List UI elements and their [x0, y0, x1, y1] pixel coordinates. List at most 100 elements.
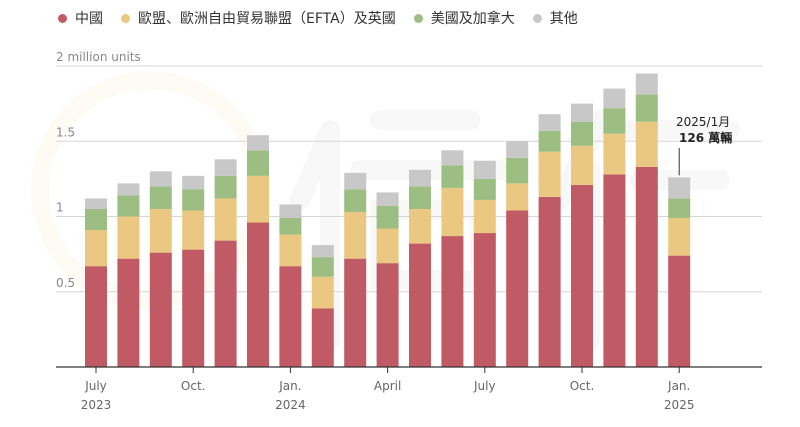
bar-segment: [635, 121, 658, 167]
legend-item: 其他: [532, 8, 578, 28]
bar-segment: [409, 243, 431, 367]
bar-segment: [538, 196, 561, 367]
bar-segment: [635, 94, 658, 122]
bar-segment: [409, 186, 431, 209]
bar-segment: [149, 208, 172, 253]
x-tick-year: 2024: [275, 398, 306, 412]
bar-segment: [85, 208, 107, 231]
bar-segment: [538, 151, 561, 197]
bar-segment: [85, 198, 107, 209]
bar-segment: [279, 204, 302, 219]
bar-segment: [506, 141, 529, 158]
legend-dot-icon: [532, 13, 542, 23]
bar-segment: [668, 255, 691, 367]
bar-segment: [603, 174, 626, 367]
y-tick-label: 2 million units: [56, 50, 141, 64]
bar-segment: [182, 175, 205, 190]
legend-dot-icon: [58, 13, 67, 23]
annotation-value: 126 萬輛: [679, 130, 732, 145]
legend-dot-icon: [121, 13, 130, 23]
bar-segment: [668, 218, 691, 256]
x-tick-label: Jan.: [278, 379, 301, 393]
bar-segment: [571, 103, 593, 122]
bar-segment: [182, 189, 205, 211]
bar-segment: [214, 175, 237, 199]
bar-segment: [603, 108, 626, 134]
bar-segment: [441, 187, 464, 237]
bar-segment: [182, 210, 205, 250]
bar-segment: [473, 160, 496, 179]
bar-segment: [441, 236, 464, 367]
bar-segment: [117, 216, 140, 259]
legend-label: 其他: [549, 11, 578, 27]
bar-segment: [149, 171, 172, 187]
y-tick-label: 0.5: [56, 276, 75, 290]
axes: July 2023 Oct. Jan. 2024 April July Oct. Jan. 202…: [56, 366, 762, 412]
bar-segment: [279, 234, 302, 267]
bar-segment: [668, 177, 691, 199]
bar-segment: [279, 266, 302, 367]
bar-segment: [214, 198, 237, 241]
bar-segment: [506, 157, 529, 184]
bar-segment: [117, 183, 140, 196]
bar-segment: [344, 211, 367, 259]
bar-segment: [376, 263, 399, 367]
bar-segment: [376, 228, 399, 264]
bar-segment: [279, 218, 302, 235]
bar-segment: [668, 198, 691, 219]
bar-segment: [247, 175, 269, 223]
x-tick-label: July: [473, 379, 496, 393]
y-tick-label: 1.5: [56, 125, 75, 139]
x-tick-label: July: [84, 379, 107, 393]
bar-segment: [247, 222, 269, 367]
bar-segment: [409, 208, 431, 244]
bar-segment: [473, 178, 496, 200]
bar-segment: [506, 183, 529, 211]
bar-segment: [344, 258, 367, 367]
bar-segment: [247, 135, 269, 151]
bar-segment: [214, 240, 237, 367]
bar-segment: [311, 276, 334, 309]
legend-label: 美國及加拿大: [430, 11, 515, 27]
legend-item: 歐盟、歐洲自由貿易聯盟（EFTA）及英國: [121, 8, 396, 28]
bar-segment: [85, 266, 107, 367]
legend-label: 中國: [75, 11, 103, 27]
bar-segment: [571, 121, 593, 146]
bar-segment: [473, 199, 496, 234]
bar-segment: [311, 257, 334, 277]
x-tick-label: Oct.: [570, 379, 595, 393]
bar-segment: [571, 145, 593, 185]
legend-dot-icon: [413, 13, 423, 23]
bar-segment: [247, 150, 269, 176]
bar-segment: [311, 308, 334, 367]
y-tick-label: 1: [56, 201, 64, 215]
bar-segment: [603, 133, 626, 175]
bar-segment: [506, 210, 529, 367]
bars: [85, 73, 691, 367]
legend-label: 歐盟、歐洲自由貿易聯盟（EFTA）及英國: [138, 11, 396, 27]
bar-segment: [571, 184, 593, 367]
annotation-date: 2025/1月: [676, 115, 730, 129]
bar-segment: [117, 258, 140, 367]
bar-segment: [409, 169, 431, 187]
bar-segment: [344, 172, 367, 190]
bar-segment: [635, 166, 658, 367]
bar-segment: [635, 73, 658, 95]
bar-segment: [376, 205, 399, 229]
legend-item: 美國及加拿大: [413, 8, 515, 28]
chart-legend: 中國 歐盟、歐洲自由貿易聯盟（EFTA）及英國 美國及加拿大 其他: [58, 7, 596, 29]
x-tick-label: Oct.: [181, 379, 206, 393]
bar-segment: [149, 186, 172, 209]
legend-item: 中國: [58, 8, 103, 28]
bar-segment: [214, 159, 237, 176]
x-tick-label: Jan.: [667, 379, 690, 393]
bar-segment: [376, 192, 399, 206]
bar-segment: [311, 245, 334, 258]
bar-segment: [473, 233, 496, 367]
bar-segment: [117, 195, 140, 217]
x-tick-year: 2023: [81, 398, 112, 412]
x-tick-label: April: [374, 379, 401, 393]
bar-segment: [344, 189, 367, 212]
